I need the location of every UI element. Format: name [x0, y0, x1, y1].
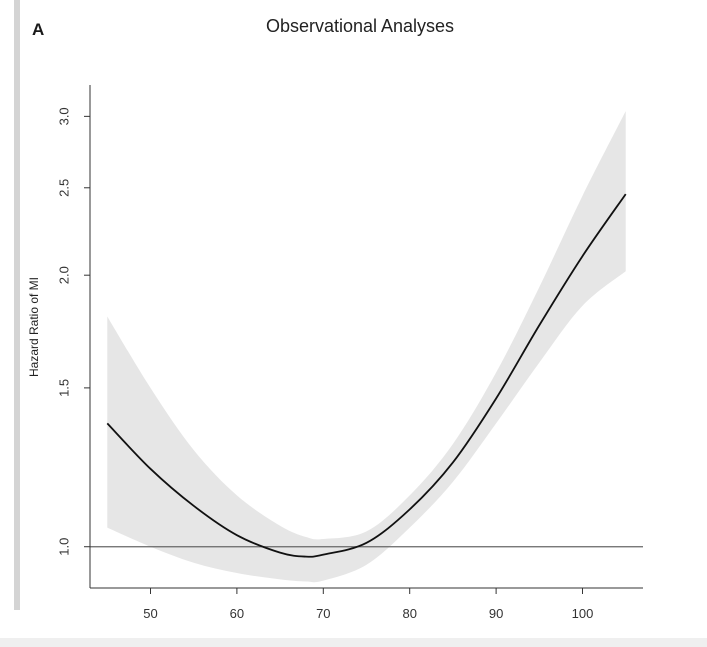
y-tick-label: 1.0: [56, 538, 71, 556]
chart-title: Observational Analyses: [265, 16, 455, 36]
confidence-band-layer: [107, 111, 626, 583]
confidence-band: [107, 111, 626, 583]
axis-layer: 50 60 70 80 90 100 1.0 1.5 2.0 2.5 3.0: [56, 85, 643, 621]
x-tick-label: 50: [143, 606, 157, 621]
x-tick-label: 90: [489, 606, 503, 621]
x-tick-label: 70: [316, 606, 330, 621]
estimate-line-layer: [106, 193, 627, 558]
panel-label: A: [32, 20, 45, 39]
estimate-line: [106, 193, 627, 558]
left-border-rule: [14, 0, 20, 610]
x-tick-label: 60: [230, 606, 244, 621]
x-tick-label: 80: [402, 606, 416, 621]
y-tick-label: 2.0: [57, 266, 72, 284]
bottom-strip: [0, 638, 707, 647]
y-tick-label: 2.5: [56, 179, 71, 197]
y-tick-label: 1.5: [56, 379, 71, 397]
x-tick-label: 100: [572, 606, 594, 621]
y-tick-label: 3.0: [56, 107, 71, 125]
